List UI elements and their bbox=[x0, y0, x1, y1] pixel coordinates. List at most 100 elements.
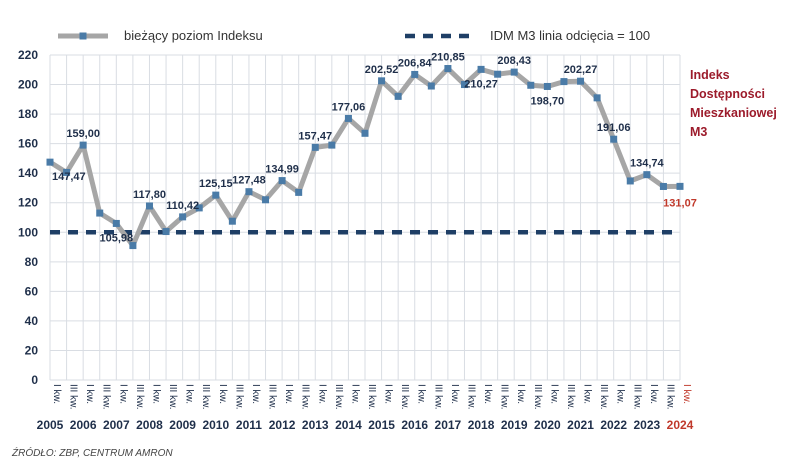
x-year-label: 2013 bbox=[302, 418, 329, 432]
data-label: 147,47 bbox=[52, 171, 86, 183]
data-label: 125,15 bbox=[199, 178, 233, 190]
index-point bbox=[63, 168, 71, 176]
grid bbox=[49, 54, 681, 381]
index-point bbox=[610, 135, 618, 143]
index-point bbox=[195, 204, 203, 212]
x-tick-label: III kw. bbox=[631, 384, 642, 410]
x-tick-label: I kw. bbox=[449, 384, 460, 404]
x-year-label: 2014 bbox=[335, 418, 362, 432]
y-tick-label: 160 bbox=[18, 137, 38, 151]
index-point bbox=[245, 188, 253, 196]
index-point bbox=[494, 70, 502, 78]
y-tick-label: 180 bbox=[18, 107, 38, 121]
index-point bbox=[527, 81, 535, 89]
data-label: 134,74 bbox=[630, 158, 665, 170]
legend-label-cutoff: IDM M3 linia odcięcia = 100 bbox=[490, 28, 650, 43]
index-point bbox=[427, 82, 435, 90]
x-axis: I kw. III kw. I kw. III kw. I kw. III kw. I kw… bbox=[37, 384, 694, 432]
y-axis: 0 20 40 60 80 100 120 140 160 180 200 220 bbox=[18, 48, 38, 387]
x-tick-label: III kw. bbox=[532, 384, 543, 410]
index-point bbox=[361, 129, 369, 137]
x-year-label: 2007 bbox=[103, 418, 130, 432]
index-point bbox=[278, 177, 286, 185]
x-tick-label: I kw. bbox=[150, 384, 161, 404]
x-year-label: 2024 bbox=[667, 418, 694, 432]
index-point bbox=[676, 182, 684, 190]
data-label: 210,85 bbox=[431, 52, 465, 64]
x-tick-label: III kw. bbox=[267, 384, 278, 410]
x-tick-label: I kw. bbox=[51, 384, 62, 404]
x-tick-label: I kw. bbox=[283, 384, 294, 404]
data-label: 105,98 bbox=[99, 232, 133, 244]
x-year-label: 2017 bbox=[435, 418, 462, 432]
x-tick-label: III kw. bbox=[664, 384, 675, 410]
x-tick-label: I kw. bbox=[383, 384, 394, 404]
index-point bbox=[593, 94, 601, 102]
data-label: 110,42 bbox=[166, 200, 199, 212]
data-label: 198,70 bbox=[531, 95, 565, 107]
data-label: 206,84 bbox=[398, 57, 433, 69]
legend-label-index: bieżący poziom Indeksu bbox=[124, 28, 263, 43]
x-tick-label: III kw. bbox=[598, 384, 609, 410]
x-tick-label: I kw. bbox=[349, 384, 360, 404]
data-label: 210,27 bbox=[464, 78, 498, 90]
data-label: 134,99 bbox=[265, 164, 299, 176]
x-tick-label: III kw. bbox=[200, 384, 211, 410]
data-label: 208,43 bbox=[497, 55, 531, 67]
data-label: 202,27 bbox=[564, 64, 598, 76]
x-tick-label: III kw. bbox=[432, 384, 443, 410]
x-year-label: 2009 bbox=[169, 418, 196, 432]
index-point bbox=[444, 65, 452, 73]
index-point bbox=[460, 81, 468, 89]
index-point bbox=[179, 213, 187, 221]
x-tick-label: III kw. bbox=[399, 384, 410, 410]
data-label: 157,47 bbox=[298, 130, 332, 142]
x-year-label: 2006 bbox=[70, 418, 97, 432]
index-point bbox=[659, 182, 667, 190]
x-year-label: 2015 bbox=[368, 418, 395, 432]
x-tick-label: I kw. bbox=[648, 384, 659, 404]
x-tick-label: I kw. bbox=[416, 384, 427, 404]
x-tick-label: I kw. bbox=[117, 384, 128, 404]
x-tick-label: III kw. bbox=[134, 384, 145, 410]
index-point bbox=[626, 177, 634, 185]
x-year-label: 2008 bbox=[136, 418, 163, 432]
x-year-label: 2023 bbox=[633, 418, 660, 432]
x-year-label: 2016 bbox=[401, 418, 428, 432]
index-point bbox=[212, 191, 220, 199]
index-point bbox=[162, 228, 170, 236]
y-tick-label: 200 bbox=[18, 78, 38, 92]
x-tick-label: III kw. bbox=[101, 384, 112, 410]
index-point bbox=[96, 209, 104, 217]
x-tick-label: III kw. bbox=[499, 384, 510, 410]
legend-marker-index bbox=[79, 32, 87, 40]
data-label: 191,06 bbox=[597, 122, 631, 134]
source-note: ŹRÓDŁO: ZBP, CENTRUM AMRON bbox=[12, 448, 173, 459]
x-tick-label: III kw. bbox=[233, 384, 244, 410]
data-label: 177,06 bbox=[332, 101, 366, 113]
y-tick-label: 120 bbox=[18, 196, 38, 210]
x-tick-label: III kw. bbox=[465, 384, 476, 410]
x-tick-label: III kw. bbox=[68, 384, 79, 410]
index-point bbox=[79, 141, 87, 149]
x-tick-label: I kw. bbox=[582, 384, 593, 404]
x-tick-label: I kw. bbox=[482, 384, 493, 404]
x-year-label: 2019 bbox=[501, 418, 528, 432]
index-point bbox=[510, 68, 518, 76]
y-tick-label: 20 bbox=[25, 343, 39, 357]
y-tick-label: 140 bbox=[18, 166, 38, 180]
side-label: Indeks Dostępności Mieszkaniowej M3 bbox=[690, 68, 777, 139]
legend: bieżący poziom Indeksu IDM M3 linia odcię… bbox=[58, 28, 650, 43]
index-point bbox=[129, 242, 137, 250]
x-tick-label: I kw. bbox=[548, 384, 559, 404]
data-label: 131,07 bbox=[663, 197, 697, 209]
data-label: 127,48 bbox=[232, 175, 266, 187]
index-point bbox=[228, 217, 236, 225]
index-point bbox=[378, 77, 386, 85]
index-point bbox=[394, 92, 402, 100]
x-year-label: 2012 bbox=[269, 418, 296, 432]
x-tick-label: III kw. bbox=[366, 384, 377, 410]
x-year-label: 2020 bbox=[534, 418, 561, 432]
y-tick-label: 0 bbox=[31, 373, 38, 387]
